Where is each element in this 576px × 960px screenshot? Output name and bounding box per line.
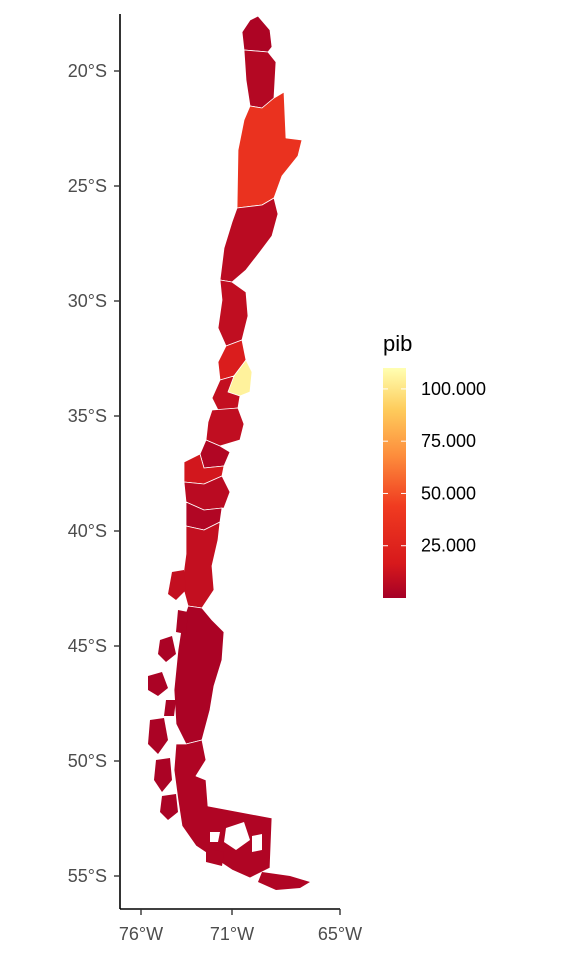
y-tick-label: 45°S	[68, 636, 107, 656]
region-magallanes	[173, 739, 273, 879]
x-tick-label: 76°W	[119, 924, 163, 944]
legend-ticks: 100.000 75.000 50.000 25.000	[383, 379, 486, 556]
x-tick-label: 65°W	[318, 924, 362, 944]
y-tick-label: 30°S	[68, 291, 107, 311]
island-shape	[148, 718, 168, 754]
y-tick-label: 50°S	[68, 751, 107, 771]
island-shape	[148, 672, 168, 696]
region-arica-y-parinacota	[241, 15, 273, 53]
island-shape	[164, 700, 176, 716]
legend: pib 100.000 75.000 50.000 25.000	[383, 331, 486, 598]
y-tick-label: 35°S	[68, 406, 107, 426]
legend-label: 75.000	[421, 431, 476, 451]
fjord-cutout	[252, 834, 262, 852]
island-shape	[168, 570, 186, 600]
region-antofagasta	[236, 91, 303, 209]
x-axis-ticks: 76°W 71°W 65°W	[119, 909, 362, 944]
fjord-cutout	[210, 832, 220, 842]
fjord-cutout	[224, 822, 250, 850]
y-axis-ticks: 20°S 25°S 30°S 35°S 40°S 45°S 50°S 55°S	[68, 61, 120, 886]
region-los-lagos	[181, 521, 221, 609]
region-ays-n	[173, 605, 225, 745]
region-coquimbo	[217, 279, 249, 347]
island-shape	[154, 758, 172, 792]
region-maule	[205, 407, 245, 447]
island-shape	[158, 636, 176, 662]
region-tarapac	[243, 49, 277, 109]
y-tick-label: 25°S	[68, 176, 107, 196]
island-shape	[160, 794, 178, 820]
islands-layer	[148, 570, 310, 890]
legend-label: 100.000	[421, 379, 486, 399]
legend-title: pib	[383, 331, 412, 356]
legend-label: 50.000	[421, 483, 476, 503]
region-atacama	[219, 197, 279, 283]
island-shape	[258, 872, 310, 890]
legend-label: 25.000	[421, 536, 476, 556]
regions-layer	[173, 15, 303, 879]
legend-colorbar	[383, 368, 406, 598]
island-shape	[206, 848, 224, 866]
region-o-higgins	[211, 375, 241, 411]
y-tick-label: 40°S	[68, 521, 107, 541]
y-tick-label: 20°S	[68, 61, 107, 81]
x-tick-label: 71°W	[210, 924, 254, 944]
y-tick-label: 55°S	[68, 866, 107, 886]
island-shape	[176, 610, 188, 634]
